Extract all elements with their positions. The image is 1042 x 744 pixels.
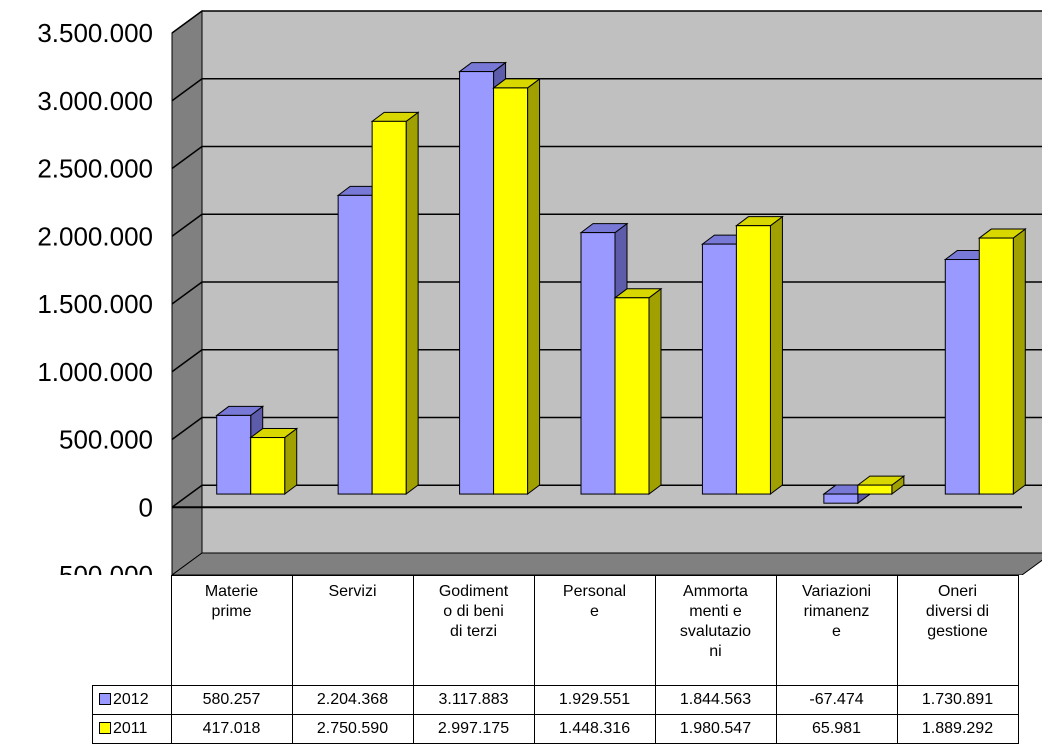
bar-2011 — [614, 297, 650, 495]
legend-entry-2012: 2012 — [92, 685, 172, 715]
gridline — [171, 213, 1042, 237]
bar-side-2011 — [405, 111, 419, 496]
y-tick-label: 1.000.000 — [37, 357, 153, 387]
bar-side-2011 — [1012, 228, 1026, 496]
data-label: 1.929.551 — [533, 685, 656, 715]
y-tick-label: 1.500.000 — [37, 289, 153, 319]
data-label: 1.730.891 — [896, 685, 1019, 715]
data-table: Materie prime Servizi Godiment o di beni di… — [92, 575, 1019, 744]
bar-2011 — [978, 237, 1014, 495]
legend-swatch-2011 — [99, 722, 111, 734]
y-tick-label: 500.000 — [59, 425, 153, 455]
gridline — [171, 145, 1042, 170]
bar-side-2011 — [648, 287, 662, 496]
category-label: Oneri diversi di gestione — [896, 575, 1019, 686]
y-tick-label: 2.500.000 — [37, 154, 153, 184]
bar-2012 — [580, 232, 616, 495]
data-label: 1.844.563 — [654, 685, 777, 715]
data-label: 580.257 — [170, 685, 293, 715]
category-row: Materie prime Servizi Godiment o di beni di… — [92, 575, 1019, 686]
y-tick-label: 3.000.000 — [37, 86, 153, 116]
bar-2011 — [371, 120, 407, 495]
bar-2012 — [823, 493, 859, 504]
bar-2011 — [250, 437, 286, 495]
series-row-2011: 2011 417.018 2.750.590 2.997.175 1.448.3… — [92, 714, 1019, 744]
y-tick-label: 0 — [139, 492, 153, 522]
legend-entry-2011: 2011 — [92, 714, 172, 744]
bar-2012 — [216, 414, 252, 495]
y-tick-label: 2.000.000 — [37, 221, 153, 251]
bar-2011 — [735, 225, 771, 495]
data-label: 2.204.368 — [291, 685, 414, 715]
gridline — [171, 78, 1042, 102]
bar-2012 — [701, 243, 737, 495]
category-label: Ammorta menti e svalutazio ni — [654, 575, 777, 686]
category-label: Variazioni rimanenz e — [775, 575, 898, 686]
data-label: 1.980.547 — [654, 714, 777, 744]
data-label: 65.981 — [775, 714, 898, 744]
y-tick-label: -500.000 — [50, 560, 153, 575]
bar-side-2011 — [769, 215, 783, 496]
floor — [171, 552, 1042, 575]
data-label: 1.889.292 — [896, 714, 1019, 744]
data-label: -67.474 — [775, 685, 898, 715]
bar-chart-3d: 3.500.000 3.000.000 2.500.000 2.000.000 1.50… — [37, 10, 1042, 575]
data-label: 1.448.316 — [533, 714, 656, 744]
bar-2012 — [459, 71, 495, 495]
series-row-2012: 2012 580.257 2.204.368 3.117.883 1.929.5… — [92, 685, 1019, 715]
category-label: Servizi — [291, 575, 414, 686]
category-label: Godiment o di beni di terzi — [412, 575, 535, 686]
category-label: Materie prime — [170, 575, 293, 686]
data-label: 2.997.175 — [412, 714, 535, 744]
y-tick-label: 3.500.000 — [37, 18, 153, 48]
bar-side-2011 — [527, 77, 541, 496]
data-label: 2.750.590 — [291, 714, 414, 744]
gridline — [171, 10, 1042, 34]
series-name: 2011 — [113, 720, 148, 737]
bar-2011 — [857, 484, 893, 495]
bar-2011 — [493, 87, 529, 495]
category-label: Personal e — [533, 575, 656, 686]
bar-2012 — [944, 259, 980, 495]
legend-swatch-2012 — [99, 693, 111, 705]
bar-side-2011 — [284, 427, 298, 496]
series-name: 2012 — [113, 691, 149, 708]
data-label: 3.117.883 — [412, 685, 535, 715]
data-label: 417.018 — [170, 714, 293, 744]
bar-2012 — [337, 194, 373, 495]
